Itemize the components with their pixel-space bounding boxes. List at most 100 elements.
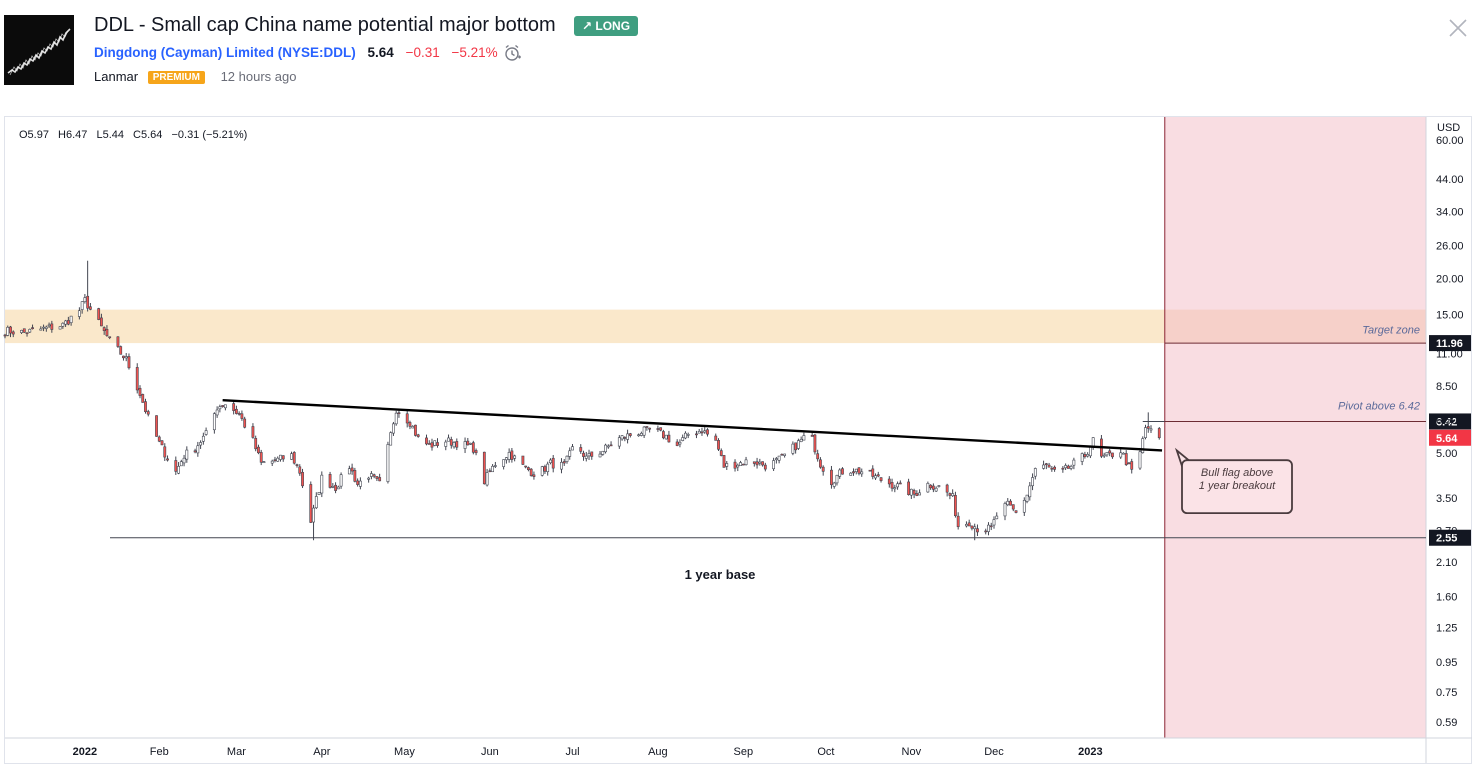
candle-body-up [626,433,629,440]
candle [64,319,68,327]
candle-body-up [739,462,742,466]
candle [976,524,979,536]
candle [725,461,729,471]
candle [706,428,709,437]
candle-body-up [774,458,778,461]
candle-body-down [954,495,957,517]
candle [138,385,142,399]
candle-body-down [119,346,123,355]
candle-body-down [948,493,952,496]
candle [796,438,800,450]
candle-body-down [1061,467,1065,470]
x-tick-label: May [394,746,415,758]
candle [292,451,296,465]
candle-body-down [780,453,784,456]
candle [127,353,131,370]
candle [948,492,952,500]
candle [452,441,456,449]
candle [1050,466,1054,472]
target-zone-band [5,309,1165,344]
candle [447,434,450,442]
candle-body-up [1069,466,1073,469]
candle-body-up [39,328,43,331]
candle-body-down [830,469,833,486]
candle [1083,451,1087,459]
candle [108,336,112,340]
y-tick-label: 3.50 [1436,493,1457,505]
candle-body-down [590,451,594,457]
candle-body-up [854,468,858,472]
candle-body-up [262,461,266,464]
candle-body-down [281,455,285,460]
symbol-change: −0.31 [405,45,440,60]
candle [1009,499,1012,506]
candle [830,465,833,489]
candle [163,443,167,461]
candle-body-up [223,404,227,409]
candle [31,324,34,330]
candle-body-up [639,433,643,436]
candle-body-up [204,430,208,435]
chart-thumbnail[interactable] [4,15,74,85]
symbol-link[interactable]: Dingdong (Cayman) Limited (NYSE:DDL) [94,45,356,60]
candle-body-down [240,413,244,419]
candle [1102,452,1106,458]
candle [571,443,574,451]
candle-body-down [898,482,902,485]
candle-body-up [601,450,605,455]
candle-body-up [584,455,588,459]
candle [832,481,836,489]
candle [1108,448,1112,457]
y-tick-label: 15.00 [1436,310,1464,322]
candle-body-down [816,453,820,460]
candle-body-down [1011,504,1015,510]
long-badge[interactable]: ↗ LONG [574,16,639,36]
author-name[interactable]: Lanmar [94,69,139,84]
candle [367,476,371,483]
candle-body-up [42,326,45,329]
candle [215,406,219,418]
alarm-clock-icon[interactable] [503,44,523,67]
candle-body-down [976,528,979,533]
candle [995,512,999,520]
candle-body-down [700,431,704,434]
candle [791,441,795,456]
candle-body-down [821,466,825,472]
candle-body-down [166,458,169,461]
candle [918,489,922,496]
candle-body-down [794,442,798,451]
candle-body-down [163,446,167,458]
candle-body-down [1130,461,1134,470]
candle-body-up [177,466,180,474]
candle-body-down [372,474,376,477]
candle-body-down [193,450,197,453]
candle-body-down [292,452,296,464]
candle-body-down [397,412,401,414]
y-tick-label: 11.00 [1436,349,1463,361]
candle-body-up [320,474,324,494]
candle [47,322,51,328]
candle [772,457,776,471]
candle [931,483,935,493]
candle [9,325,12,338]
candle-body-down [251,426,255,438]
candle [524,465,528,469]
candle-body-down [527,467,530,470]
candle [146,409,150,417]
x-tick-label: 2023 [1078,746,1102,758]
y-tick-label: 1.60 [1436,591,1457,603]
candle-body-down [868,469,872,472]
candle [83,294,87,304]
candle-body-up [1105,452,1109,456]
close-icon[interactable] [1448,18,1468,43]
candle [984,528,988,535]
candle-body-up [1144,427,1147,438]
candle [876,471,880,478]
candle [628,432,632,438]
candle [987,522,990,536]
candle [890,478,894,492]
candle-body-up [44,326,48,329]
candle [466,437,470,446]
candle-body-up [1141,438,1145,453]
